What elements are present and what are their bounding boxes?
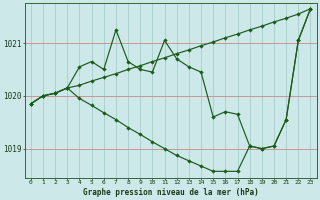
X-axis label: Graphe pression niveau de la mer (hPa): Graphe pression niveau de la mer (hPa) <box>83 188 259 197</box>
